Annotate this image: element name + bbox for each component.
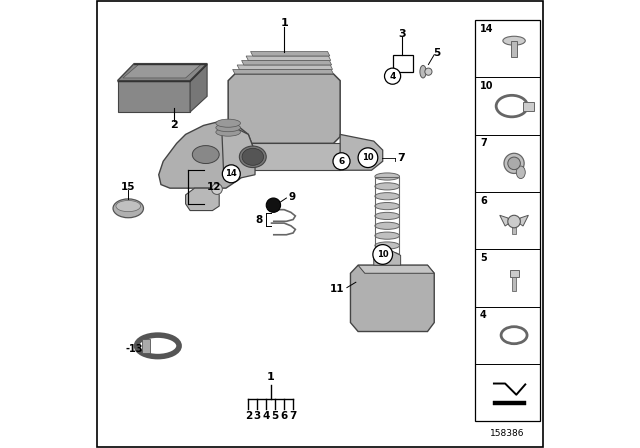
Polygon shape [233, 69, 333, 74]
Text: 6: 6 [339, 157, 344, 166]
Text: 4: 4 [262, 411, 270, 421]
Bar [509, 270, 518, 277]
Polygon shape [500, 215, 509, 226]
Text: 10: 10 [377, 250, 388, 259]
Polygon shape [221, 121, 255, 179]
Circle shape [373, 245, 392, 264]
Text: 11: 11 [330, 284, 345, 294]
Text: 9: 9 [289, 192, 296, 202]
Bar [511, 41, 516, 57]
Ellipse shape [375, 222, 399, 229]
Ellipse shape [503, 36, 525, 45]
Circle shape [358, 148, 378, 168]
Polygon shape [340, 134, 383, 170]
Circle shape [333, 153, 350, 170]
Bar [512, 227, 516, 234]
Text: 3: 3 [253, 411, 261, 421]
Ellipse shape [508, 157, 520, 170]
Text: 6: 6 [480, 196, 486, 206]
Polygon shape [186, 188, 220, 211]
Ellipse shape [375, 202, 399, 210]
Ellipse shape [239, 146, 266, 168]
Bar [475, 20, 540, 421]
Text: 3: 3 [399, 29, 406, 39]
Ellipse shape [116, 201, 141, 212]
Ellipse shape [216, 128, 241, 136]
Text: 8: 8 [255, 215, 262, 224]
Text: 12: 12 [207, 182, 221, 192]
Ellipse shape [216, 124, 241, 132]
Polygon shape [251, 52, 330, 56]
Text: 14: 14 [480, 24, 493, 34]
Circle shape [385, 68, 401, 84]
Text: 1: 1 [267, 372, 275, 382]
Ellipse shape [375, 183, 399, 190]
Polygon shape [228, 74, 340, 143]
Polygon shape [118, 64, 207, 81]
Polygon shape [351, 265, 435, 332]
Text: 4: 4 [480, 310, 486, 320]
Text: 5: 5 [480, 253, 486, 263]
Polygon shape [228, 143, 340, 170]
Circle shape [508, 215, 520, 228]
Text: 7: 7 [480, 138, 486, 148]
Circle shape [212, 184, 222, 194]
Ellipse shape [420, 65, 426, 78]
Text: 1: 1 [280, 18, 288, 28]
Text: 4: 4 [389, 72, 396, 81]
Text: 2: 2 [244, 411, 252, 421]
Bar [141, 339, 150, 353]
Circle shape [222, 165, 240, 183]
Polygon shape [237, 65, 333, 69]
Polygon shape [159, 121, 255, 188]
Text: 15: 15 [121, 182, 136, 192]
Bar [392, 55, 413, 72]
Polygon shape [123, 65, 201, 78]
Ellipse shape [516, 166, 525, 179]
Text: 158386: 158386 [490, 429, 525, 438]
Polygon shape [518, 215, 529, 226]
Ellipse shape [375, 193, 399, 200]
Bar [512, 277, 516, 291]
Ellipse shape [425, 68, 432, 75]
Ellipse shape [192, 146, 219, 164]
Ellipse shape [375, 232, 399, 239]
Ellipse shape [375, 173, 399, 180]
Text: 14: 14 [225, 169, 237, 178]
Ellipse shape [113, 199, 143, 218]
Ellipse shape [242, 148, 264, 165]
Text: 6: 6 [280, 411, 288, 421]
Ellipse shape [216, 119, 241, 127]
Text: 10: 10 [480, 81, 493, 91]
Bar [523, 102, 534, 111]
Ellipse shape [375, 252, 399, 259]
Text: 5: 5 [433, 48, 440, 58]
Text: 2: 2 [170, 121, 179, 130]
Text: 7: 7 [289, 411, 297, 421]
Ellipse shape [375, 242, 399, 249]
Ellipse shape [375, 212, 399, 220]
Polygon shape [358, 265, 435, 273]
Text: 10: 10 [362, 153, 374, 162]
Polygon shape [190, 64, 207, 112]
Bar [374, 177, 399, 258]
Text: -13: -13 [126, 344, 143, 353]
Circle shape [266, 198, 280, 212]
Polygon shape [118, 81, 190, 112]
Text: 7: 7 [397, 153, 405, 163]
Text: 5: 5 [271, 411, 279, 421]
Ellipse shape [504, 153, 524, 173]
Polygon shape [374, 251, 401, 265]
Polygon shape [242, 60, 332, 65]
Bar [493, 401, 526, 405]
Polygon shape [246, 56, 331, 60]
